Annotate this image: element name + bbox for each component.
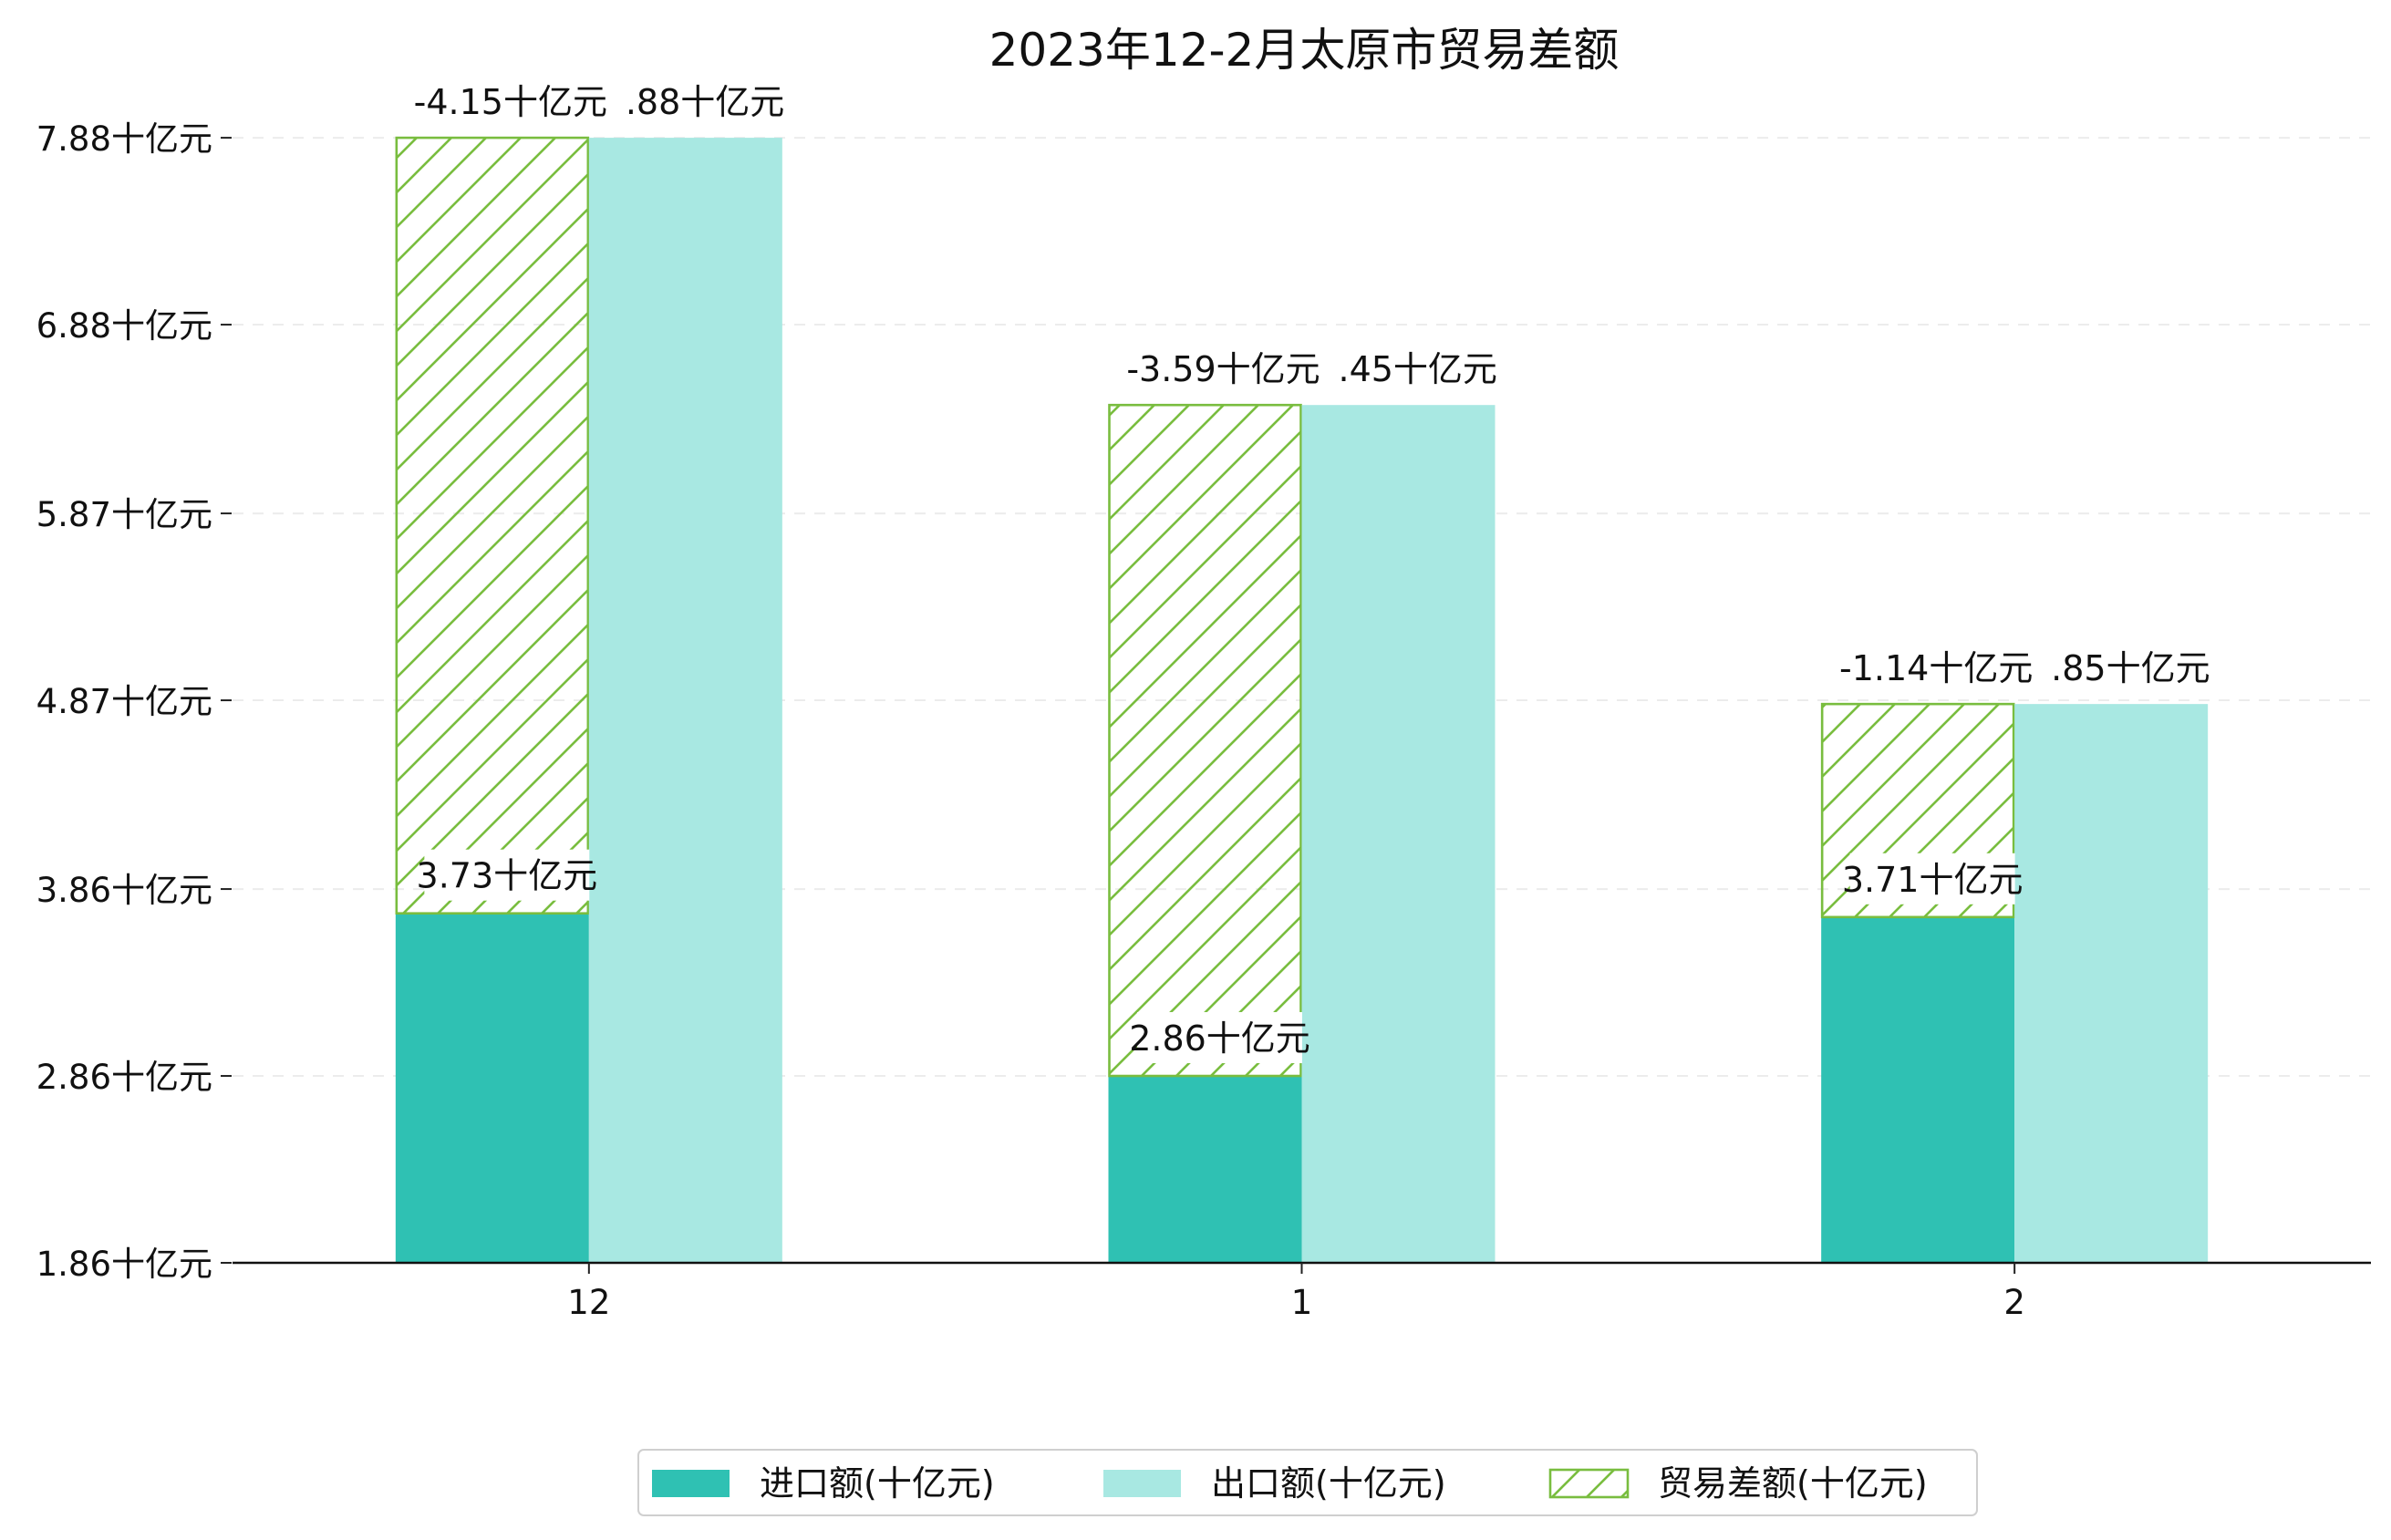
y-tick-label: 1.86十亿元 xyxy=(36,1245,212,1284)
data-label-background xyxy=(1842,642,2030,694)
export-bar xyxy=(588,138,782,1264)
data-label-background xyxy=(417,76,605,128)
legend-swatch xyxy=(1103,1470,1181,1497)
legend-label: 出口额(十亿元) xyxy=(1211,1463,1446,1504)
y-tick-label: 4.87十亿元 xyxy=(36,682,212,721)
data-label: -1.14十亿元 xyxy=(1839,642,2033,694)
trade-balance-bar xyxy=(1108,403,1302,1078)
data-label: -3.59十亿元 xyxy=(1126,343,1320,395)
data-label: .88十亿元 xyxy=(617,76,784,128)
legend-swatch xyxy=(1548,1468,1630,1499)
data-label: -4.15十亿元 xyxy=(414,76,607,128)
data-label-background xyxy=(2044,642,2188,694)
data-label-text: .85十亿元 xyxy=(2051,648,2210,688)
data-label-background xyxy=(1330,343,1475,395)
data-label-background xyxy=(1130,343,1317,395)
data-label-text: .45十亿元 xyxy=(1339,349,1497,389)
data-label-text: .88十亿元 xyxy=(626,82,784,122)
chart-title: 2023年12-2月太原市贸易差额 xyxy=(989,24,1620,77)
import-bar xyxy=(395,913,589,1263)
y-tick-label: 3.86十亿元 xyxy=(36,871,212,910)
data-label-text: -3.59十亿元 xyxy=(1126,349,1320,389)
data-label-background xyxy=(424,849,590,901)
legend-label: 进口额(十亿元) xyxy=(760,1463,995,1504)
import-bar xyxy=(1108,1076,1302,1263)
x-tick-label: 1 xyxy=(1291,1283,1313,1322)
export-bar xyxy=(2014,704,2209,1263)
y-tick-label: 7.88十亿元 xyxy=(36,119,212,159)
y-tick-label: 6.88十亿元 xyxy=(36,306,212,346)
data-label-text: 3.71十亿元 xyxy=(1842,860,2024,900)
data-label-text: -4.15十亿元 xyxy=(414,82,607,122)
export-bar xyxy=(1301,405,1496,1263)
y-tick-label: 2.86十亿元 xyxy=(36,1058,212,1097)
legend-frame xyxy=(637,1449,1978,1516)
data-label-text: 3.73十亿元 xyxy=(417,856,598,896)
legend-swatch xyxy=(652,1470,730,1497)
y-tick-label: 5.87十亿元 xyxy=(36,495,212,534)
axis-layer: 1.86十亿元 2.86十亿元 3.86十亿元 4.87十亿元 5.87十亿元 6.88十… xyxy=(36,119,2371,1322)
data-label: .45十亿元 xyxy=(1330,343,1497,395)
data-label-background xyxy=(1137,1012,1302,1064)
data-label: 3.71十亿元 xyxy=(1842,853,2024,904)
import-bar xyxy=(1821,916,2015,1263)
data-label: .85十亿元 xyxy=(2044,642,2210,694)
data-label-text: -1.14十亿元 xyxy=(1839,648,2033,688)
trade-balance-bar xyxy=(395,136,590,915)
bar-layer xyxy=(395,136,2209,1264)
legend-label: 贸易差额(十亿元) xyxy=(1658,1463,1928,1504)
data-label: 3.73十亿元 xyxy=(417,849,598,901)
data-label: 2.86十亿元 xyxy=(1129,1012,1310,1064)
data-label-layer: .88十亿元 -4.15十亿元 3.73十亿元 .45十亿元 -3.59十亿元 2.86十… xyxy=(414,76,2210,1064)
data-label-background xyxy=(1849,853,2015,904)
x-tick-label: 2 xyxy=(2003,1283,2025,1322)
data-label-text: 2.86十亿元 xyxy=(1129,1018,1310,1059)
legend: 进口额(十亿元) 出口额(十亿元) 贸易差额(十亿元) xyxy=(637,1449,1978,1516)
data-label-background xyxy=(617,76,762,128)
x-tick-label: 12 xyxy=(567,1283,610,1322)
